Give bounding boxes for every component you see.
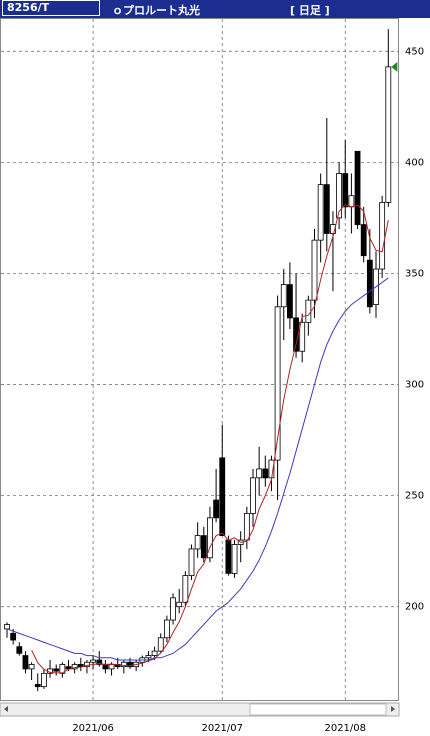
candle-body	[231, 544, 238, 574]
y-tick-label: 200	[405, 602, 424, 613]
candle-body	[342, 173, 349, 208]
candle-body	[274, 306, 281, 461]
candle-body	[170, 597, 176, 621]
candle-body	[219, 457, 226, 537]
candle-body	[71, 664, 78, 670]
candle-body	[336, 173, 343, 219]
candle-body	[157, 637, 164, 652]
candle-body	[102, 664, 109, 670]
candle-body	[280, 284, 287, 308]
scroll-right[interactable]	[391, 706, 395, 712]
candle-body	[10, 632, 17, 641]
plot-area	[0, 18, 399, 701]
moving-average	[6, 277, 389, 661]
chart: 200 250 300 350 400 450 2021/06 2021/07 2021/08	[0, 18, 424, 734]
candle-body	[311, 239, 318, 301]
x-tick-label: 2021/06	[72, 723, 114, 734]
candle-body	[317, 184, 324, 241]
candle-body	[188, 548, 195, 576]
candle-body	[323, 184, 330, 234]
x-tick-label: 2021/07	[201, 723, 243, 734]
candle-body	[41, 672, 47, 688]
candle-body	[90, 659, 96, 663]
candle-body	[176, 601, 183, 608]
y-tick-label: 300	[405, 380, 424, 391]
candle-body	[366, 259, 373, 308]
y-tick-label: 350	[405, 268, 424, 279]
candle-body	[96, 659, 103, 665]
header-bar: 8256/T ｏプロルート丸光 [ 日足 ]	[0, 0, 430, 18]
candle-body	[4, 624, 10, 630]
candle-body	[262, 468, 269, 479]
candle-body	[286, 284, 293, 319]
candle-body	[84, 661, 90, 668]
y-tick-label: 450	[405, 46, 424, 57]
y-tick-label: 250	[405, 491, 424, 502]
candle-body	[34, 684, 41, 688]
candle-body	[348, 195, 355, 208]
candle-body	[53, 668, 60, 672]
candle-body	[28, 664, 35, 670]
candle-body	[379, 201, 386, 270]
candle-body	[207, 517, 213, 559]
candle-body	[213, 499, 220, 519]
candle-body	[16, 646, 23, 654]
period: [ 日足 ]	[290, 4, 330, 17]
x-tick-label: 2021/08	[324, 723, 366, 734]
candle-body	[120, 661, 127, 668]
candle-body	[299, 321, 306, 352]
candle-body	[330, 224, 336, 234]
candle-body	[354, 150, 361, 225]
candle-body	[145, 655, 152, 659]
last-price-marker	[391, 61, 398, 72]
candle-body	[305, 299, 312, 323]
candle-body	[200, 535, 207, 559]
candle-body	[250, 477, 256, 514]
candle-body	[151, 650, 158, 656]
candle-body	[163, 619, 170, 639]
scroll-left[interactable]	[4, 706, 8, 712]
candle-body	[22, 655, 29, 670]
stock-code: 8256/T	[2, 0, 100, 16]
candle-body	[360, 224, 367, 257]
y-tick-label: 400	[405, 157, 424, 168]
candle-body	[243, 512, 250, 541]
candle-body	[182, 575, 189, 603]
candle-body	[194, 535, 201, 550]
candle-body	[256, 468, 263, 479]
candle-body	[225, 539, 232, 574]
candle-body	[108, 664, 115, 670]
moving-average	[31, 204, 389, 674]
stock-name: ｏプロルート丸光	[112, 4, 200, 17]
scroll-thumb[interactable]	[249, 703, 387, 716]
candle-body	[385, 66, 392, 203]
candle-body	[127, 661, 133, 668]
